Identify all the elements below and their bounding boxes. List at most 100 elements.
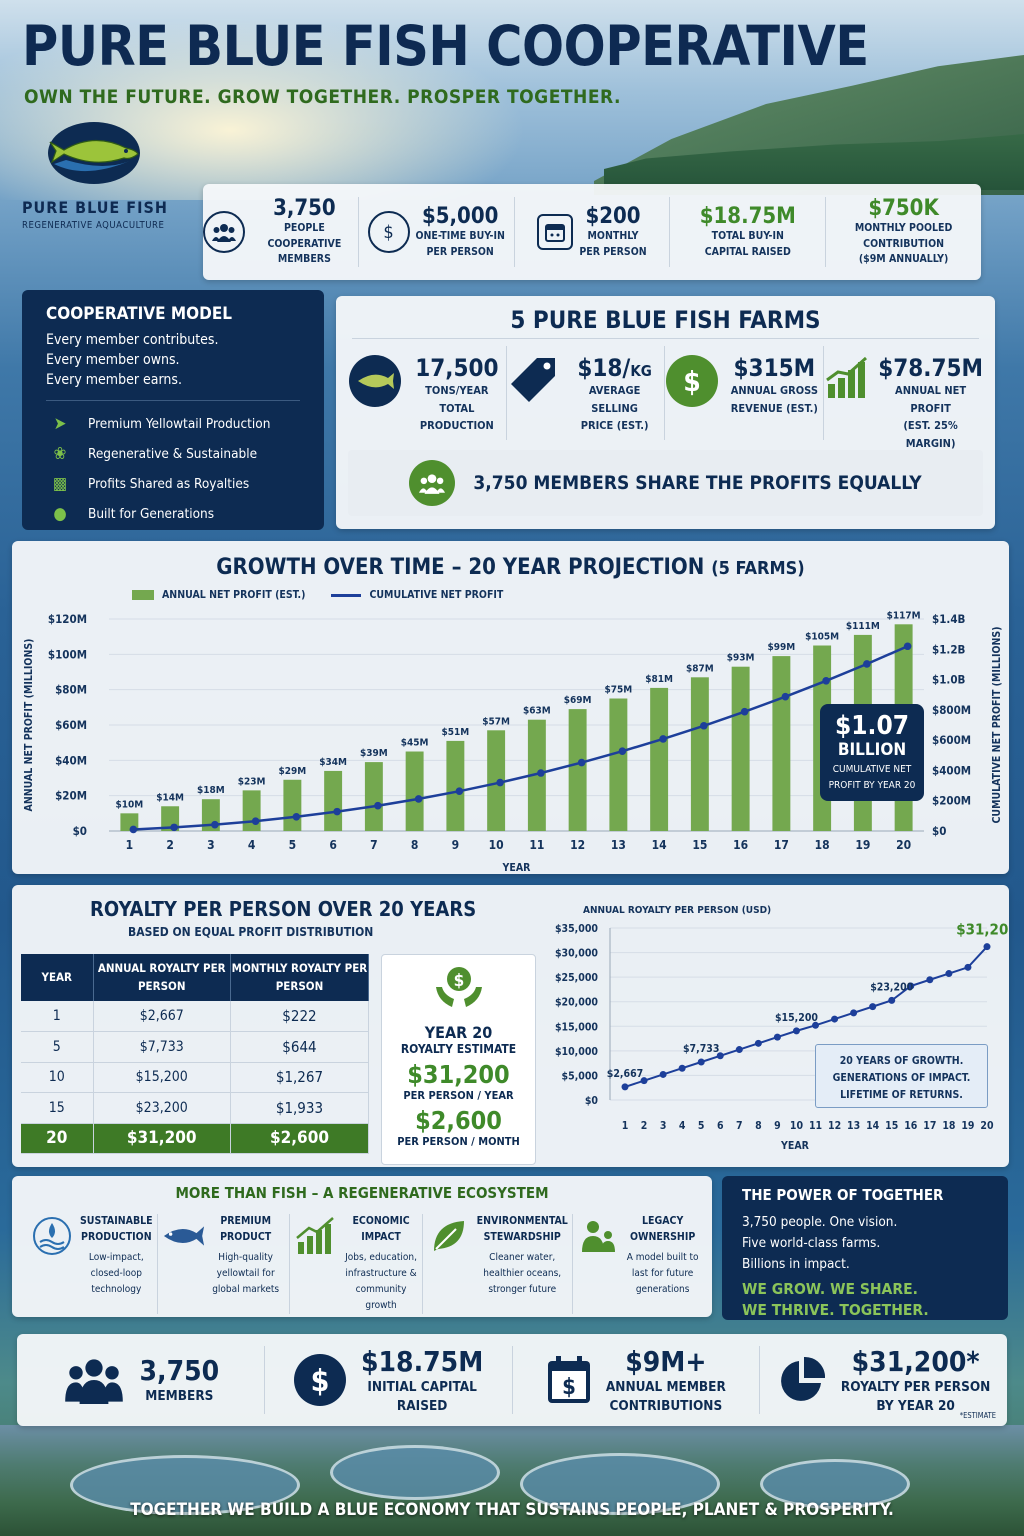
bar (487, 730, 506, 831)
callout-value: $1.07 (835, 711, 909, 741)
bar-data-label: $69M (564, 695, 592, 706)
table-cell: $644 (230, 1031, 370, 1063)
x-tick-label: 14 (866, 1120, 880, 1132)
year20-monthly-label: PER PERSON / MONTH (397, 1135, 520, 1148)
bar (650, 687, 669, 831)
fish-icon (349, 355, 401, 407)
legend-swatch (331, 593, 362, 597)
y-tick-label: $15,000 (555, 1021, 598, 1033)
bottom-stat-label: INITIAL CAPITAL (367, 1379, 477, 1396)
year20-subheading: ROYALTY ESTIMATE (400, 1042, 517, 1056)
bar (690, 677, 709, 831)
royalty-point (678, 1064, 686, 1072)
y-tick-label: $0 (585, 1095, 599, 1107)
divider (46, 400, 300, 401)
bar (242, 790, 261, 831)
table-cell: $23,200 (93, 1092, 231, 1124)
y-tick-label: $0 (73, 824, 87, 838)
stat-label: PER PERSON (579, 245, 647, 258)
cumulative-point (374, 801, 382, 810)
cumulative-point (700, 721, 708, 730)
bar-data-label: $81M (645, 674, 673, 685)
coop-item: ➤ Premium Yellowtail Production (46, 409, 300, 439)
people-icon (409, 460, 456, 506)
table-cell: $222 (230, 1001, 370, 1032)
legend-line: CUMULATIVE NET PROFIT (331, 589, 503, 601)
bar-data-label: $18M (197, 785, 225, 796)
eco-desc: High-quality (218, 1251, 274, 1263)
eco-heading: ENVIRONMENTAL (476, 1215, 568, 1227)
x-tick-label: 15 (885, 1120, 898, 1132)
estimate-footnote: *ESTIMATE (959, 1411, 996, 1420)
svg-text:$: $ (453, 971, 464, 991)
coop-line: Every member owns. (46, 352, 180, 368)
coop-item-label: Premium Yellowtail Production (88, 416, 271, 432)
fish-logo-icon (48, 122, 140, 184)
stat-buy-in: $ $5,000 ONE-TIME BUY-IN PER PERSON (359, 197, 515, 267)
stat-capital-raised: $18.75M TOTAL BUY-IN CAPITAL RAISED (670, 197, 827, 267)
power-line: Billions in impact. (742, 1256, 850, 1272)
y2-tick-label: $400M (932, 763, 971, 777)
bottom-stat-label: BY YEAR 20 (876, 1397, 955, 1414)
x-tick-label: 14 (652, 838, 668, 852)
stat-label: ONE-TIME BUY-IN (415, 229, 505, 242)
callout-label: PROFIT BY YEAR 20 (828, 780, 916, 791)
table-cell: $1,933 (230, 1092, 370, 1124)
power-line: 3,750 people. One vision. (742, 1214, 898, 1230)
table-cell: 10 (21, 1062, 94, 1093)
royalty-point (945, 970, 953, 978)
eco-heading: PREMIUM (220, 1215, 271, 1227)
royalty-point-label: $7,733 (683, 1043, 719, 1055)
cumulative-point (863, 660, 871, 668)
fish-icon (162, 1214, 206, 1258)
stat-label: CONTRIBUTION (863, 237, 944, 250)
bar-data-label: $51M (442, 727, 470, 738)
growth-chart-panel: GROWTH OVER TIME – 20 YEAR PROJECTION (5… (12, 541, 1009, 874)
cumulative-point (414, 795, 423, 803)
x-tick-label: 11 (529, 838, 544, 852)
bar-data-label: $34M (319, 757, 347, 768)
farm-stat-value: $78.75M (878, 354, 984, 382)
royalty-point (773, 1033, 781, 1041)
y-tick-label: $120M (48, 612, 87, 626)
farm-stat-value: $315M (733, 354, 816, 382)
table-row: 10 $15,200 $1,267 (21, 1062, 370, 1093)
bar-data-label: $111M (846, 621, 880, 632)
coop-item: ❀ Regenerative & Sustainable (46, 439, 300, 469)
eco-item-economic: ECONOMIC IMPACT Jobs, education, infrastru… (290, 1214, 423, 1314)
legend-label: CUMULATIVE NET PROFIT (369, 589, 504, 601)
eco-heading: IMPACT (361, 1230, 401, 1243)
coop-line: Every member earns. (46, 372, 182, 388)
bar-data-label: $45M (401, 738, 429, 749)
farm-stat-label: REVENUE (EST.) (730, 401, 818, 415)
stat-label: CAPITAL RAISED (704, 245, 791, 258)
table-row: 5 $7,733 $644 (21, 1031, 370, 1063)
bar-data-label: $29M (279, 766, 307, 777)
cumulative-point (903, 642, 912, 651)
svg-text:$: $ (562, 1375, 576, 1400)
farm-stat-label: PRICE (EST.) (580, 419, 649, 433)
bar (527, 719, 546, 831)
bottom-stat-contributions: $ $9M+ ANNUAL MEMBER CONTRIBUTIONS (513, 1345, 761, 1414)
royalty-line-chart: ANNUAL ROYALTY PER PERSON (USD) $0 $5,000 $… (555, 905, 1009, 1152)
top-stats-panel: 3,750 PEOPLE COOPERATIVE MEMBERS $ $5,00… (203, 184, 981, 280)
bar-data-label: $39M (360, 748, 388, 759)
growth-chart-icon: ▩ (52, 474, 68, 494)
cumulative-point (170, 823, 178, 832)
eco-heading: PRODUCT (220, 1230, 272, 1243)
eco-desc: community growth (355, 1283, 407, 1311)
power-line: Five world-class farms. (742, 1235, 881, 1251)
cumulative-point (211, 820, 219, 829)
x-tick-label: 6 (329, 838, 337, 852)
stat-label: PER PERSON (426, 245, 494, 258)
bottom-stat-value: $31,200* (851, 1345, 980, 1379)
y-tick-label: $100M (48, 647, 87, 661)
year20-heading: YEAR 20 (424, 1023, 493, 1042)
power-of-together-panel: THE POWER OF TOGETHER 3,750 people. One … (722, 1176, 1008, 1320)
bar-data-label: $93M (727, 653, 755, 664)
column-header: ANNUAL ROYALTY PER PERSON (93, 954, 231, 1001)
leaf-icon: ❀ (53, 444, 67, 464)
royalty-note-box: 20 YEARS OF GROWTH. GENERATIONS OF IMPAC… (815, 1044, 988, 1108)
table-cell: $7,733 (93, 1031, 231, 1063)
x-tick-label: 15 (692, 838, 707, 852)
